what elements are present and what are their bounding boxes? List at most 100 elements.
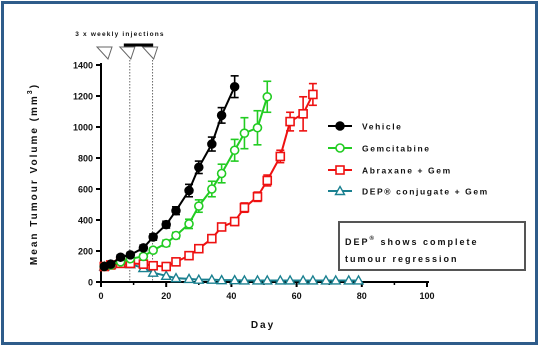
injection-arrow (118, 46, 136, 60)
data-point (262, 175, 273, 186)
data-point (216, 168, 227, 179)
y-tick-label: 400 (78, 216, 93, 226)
x-tick-label: 20 (161, 291, 171, 301)
data-point (184, 219, 194, 229)
legend-item-2: Abraxane + Gem (328, 165, 452, 176)
data-point (161, 219, 171, 230)
data-point (207, 139, 217, 149)
data-point (171, 230, 181, 241)
legend-label: Gemcitabine (362, 144, 431, 154)
data-point (215, 274, 228, 285)
data-point (194, 201, 204, 211)
data-point (284, 274, 296, 285)
data-point (298, 109, 308, 119)
legend-marker (334, 185, 346, 196)
y-tick-label: 1000 (73, 123, 93, 133)
data-point (252, 122, 263, 133)
data-point (148, 245, 158, 256)
data-point (147, 266, 159, 277)
callout-line-1: DEP® shows complete (345, 235, 478, 247)
series-1 (99, 80, 273, 272)
legend-label: DEP® conjugate + Gem (362, 187, 489, 197)
y-tick-label: 1200 (73, 92, 93, 102)
data-point (125, 250, 136, 260)
data-point (161, 238, 171, 249)
injection-arrow (141, 46, 159, 60)
x-tick-label: 0 (98, 291, 103, 301)
data-point (330, 274, 342, 285)
series-2 (99, 82, 318, 272)
data-point (148, 232, 158, 242)
x-tick-label: 80 (357, 291, 367, 301)
data-point (138, 251, 149, 262)
data-point (252, 191, 263, 202)
data-point (207, 233, 217, 244)
y-tick-label: 0 (88, 278, 93, 288)
data-point (307, 274, 319, 285)
data-point (148, 260, 158, 271)
data-point (193, 273, 205, 284)
data-point (261, 274, 273, 285)
y-tick-label: 200 (78, 247, 93, 257)
legend-marker (335, 143, 345, 153)
data-point (285, 116, 295, 127)
x-tick-label: 40 (226, 291, 236, 301)
data-point (308, 89, 318, 100)
x-axis-title: Day (251, 320, 275, 331)
data-point (171, 257, 181, 267)
data-point (138, 243, 149, 253)
injection-annotation: 3 x weekly injections (75, 31, 165, 282)
data-series (98, 75, 365, 285)
data-point (216, 222, 227, 232)
callout-line-2: tumour regression (345, 254, 459, 264)
data-point (343, 274, 355, 285)
data-point (194, 243, 204, 254)
legend-label: Abraxane + Gem (362, 166, 452, 176)
legend-marker (335, 121, 345, 131)
series-line (104, 96, 269, 268)
legend-label: Vehicle (362, 122, 403, 132)
data-point (216, 110, 227, 121)
legend-item-1: Gemcitabine (328, 143, 431, 154)
y-tick-label: 800 (78, 154, 93, 164)
data-point (239, 202, 250, 213)
data-point (229, 216, 240, 227)
data-point (206, 273, 218, 284)
data-point (106, 259, 116, 269)
data-point (160, 269, 172, 280)
data-point (238, 274, 251, 285)
data-point (251, 274, 264, 285)
data-point (352, 274, 365, 285)
data-point (228, 274, 241, 285)
data-point (262, 91, 273, 102)
injection-schedule-label: 3 x weekly injections (75, 31, 165, 38)
x-tick-label: 100 (419, 291, 434, 301)
legend-item-0: Vehicle (328, 121, 403, 132)
legend-marker (335, 165, 345, 175)
series-0 (99, 75, 240, 272)
data-point (171, 205, 181, 216)
data-point (170, 272, 182, 283)
data-point (184, 250, 194, 261)
data-point (184, 185, 194, 196)
data-point (161, 261, 171, 272)
data-point (274, 274, 286, 285)
y-axis-title: Mean Tumour Volume (mm3) (27, 83, 40, 265)
data-point (115, 252, 126, 262)
chart-frame (1, 1, 538, 345)
callout-box (338, 221, 526, 271)
data-point (229, 145, 240, 156)
y-tick-label: 1400 (73, 61, 93, 71)
data-point (239, 128, 250, 138)
legend-item-3: DEP® conjugate + Gem (328, 185, 489, 197)
regression-callout: DEP® shows complete tumour regression (338, 221, 526, 271)
data-point (320, 274, 332, 285)
y-tick-label: 600 (78, 185, 93, 195)
injection-arrow (95, 46, 113, 60)
data-point (207, 184, 217, 194)
data-point (183, 272, 195, 284)
data-point (194, 162, 204, 173)
data-point (297, 274, 309, 285)
data-point (275, 151, 286, 162)
